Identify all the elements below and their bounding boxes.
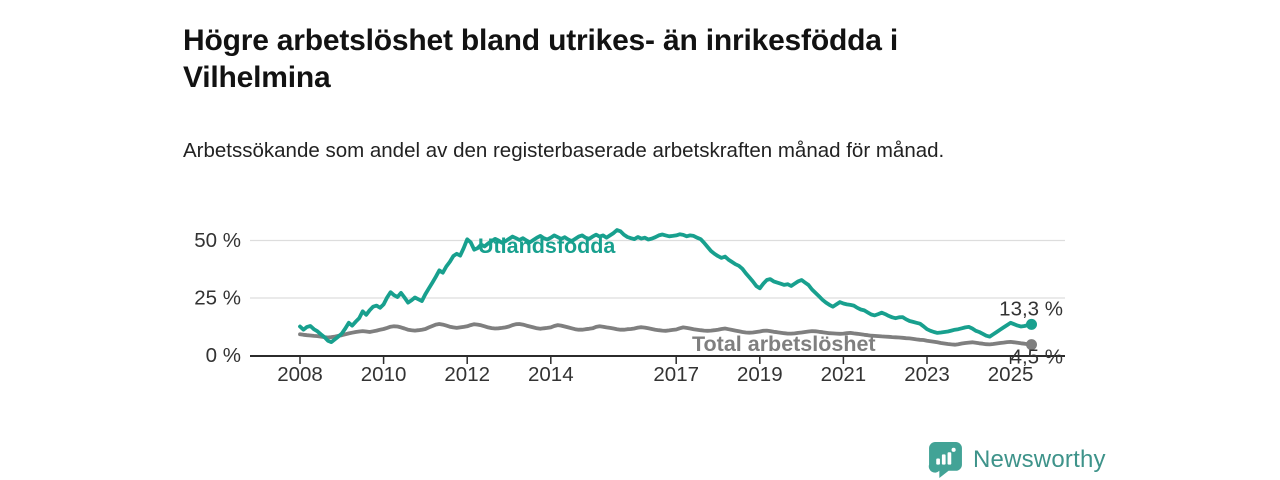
brand-footer: Newsworthy bbox=[928, 441, 1106, 478]
line-chart: 0 % 25 % 50 % 2008 2010 2012 2014 2017 2019 2021 2… bbox=[183, 220, 1083, 395]
x-axis-tick-label: 2017 bbox=[653, 363, 699, 386]
y-axis-tick-label: 50 % bbox=[194, 229, 241, 252]
series-label-total: Total arbetslöshet bbox=[692, 332, 876, 356]
brand-name: Newsworthy bbox=[973, 445, 1106, 473]
x-axis-tick-label: 2012 bbox=[444, 363, 490, 386]
y-axis-tick-label: 25 % bbox=[194, 287, 241, 310]
x-axis-tick-label: 2025 bbox=[988, 363, 1034, 386]
x-axis-tick-label: 2008 bbox=[277, 363, 323, 386]
series-end-value-label-1: 4,5 % bbox=[1011, 346, 1063, 369]
x-axis-tick-label: 2014 bbox=[528, 363, 574, 386]
x-axis-tick-label: 2023 bbox=[904, 363, 950, 386]
x-axis-tick-label: 2021 bbox=[821, 363, 867, 386]
chart-title: Högre arbetslöshet bland utrikes- än inr… bbox=[183, 24, 898, 95]
line-chart-canvas: 0 % 25 % 50 % 2008 2010 2012 2014 2017 2019 2021 2… bbox=[194, 228, 1065, 386]
series-label-utlandsfodda: Utlandsfödda bbox=[478, 234, 616, 258]
chart-subtitle: Arbetssökande som andel av den registerb… bbox=[183, 138, 945, 162]
series-line-1 bbox=[298, 322, 1034, 347]
series-end-dot-1 bbox=[1025, 339, 1037, 351]
series-end-value-label-0: 13,3 % bbox=[999, 297, 1063, 320]
x-axis-tick-label: 2019 bbox=[737, 363, 783, 386]
y-axis-tick-label: 0 % bbox=[206, 344, 241, 367]
x-axis-tick-label: 2010 bbox=[361, 363, 407, 386]
series-end-dot-0 bbox=[1025, 318, 1037, 330]
newsworthy-logo-icon bbox=[928, 441, 963, 478]
series-line-0 bbox=[298, 228, 1034, 344]
